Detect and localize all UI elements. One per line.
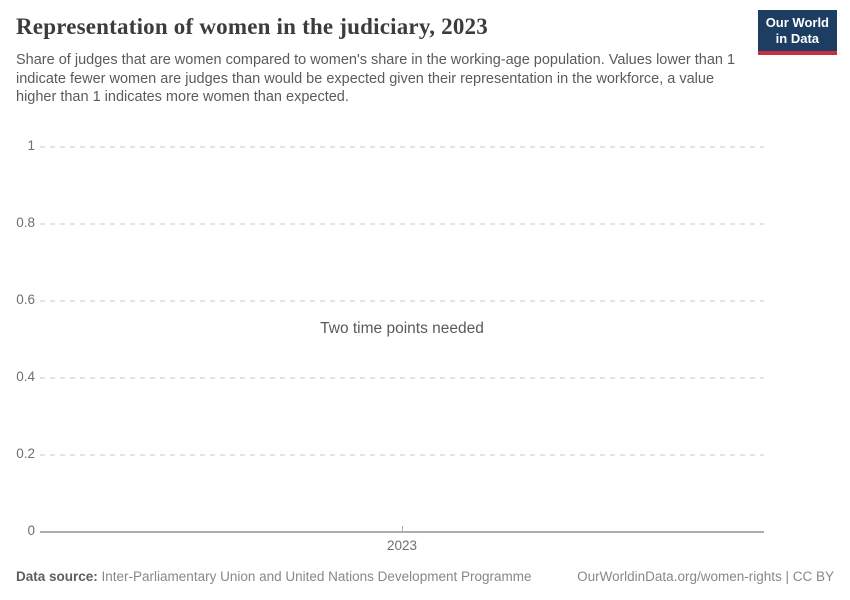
y-axis-tick-label: 0 <box>27 523 35 538</box>
y-axis-tick-label: 0.2 <box>16 446 35 461</box>
x-axis-tick-mark <box>402 526 403 531</box>
gridline <box>40 299 764 302</box>
gridline <box>40 222 764 225</box>
empty-chart-message: Two time points needed <box>320 320 484 337</box>
y-axis-tick-label: 0.6 <box>16 292 35 307</box>
owid-logo: Our World in Data <box>757 10 837 55</box>
owid-logo-line1: Our World <box>765 15 829 30</box>
gridline <box>40 376 764 379</box>
y-axis-tick-label: 1 <box>27 138 35 153</box>
data-source-label: Data source: <box>16 569 98 584</box>
y-axis-tick-label: 0.8 <box>16 215 35 230</box>
data-source-note: Data source: Inter-Parliamentary Union a… <box>16 569 531 584</box>
gridline <box>40 453 764 456</box>
data-source-value: Inter-Parliamentary Union and United Nat… <box>97 569 532 584</box>
owid-logo-line2: in Data <box>775 31 820 46</box>
attribution-link[interactable]: OurWorldinData.org/women-rights | CC BY <box>577 569 834 584</box>
page-title: Representation of women in the judiciary… <box>16 14 488 39</box>
x-axis-tick-label: 2023 <box>386 538 418 553</box>
y-axis-tick-label: 0.4 <box>16 369 35 384</box>
chart-subtitle: Share of judges that are women compared … <box>16 52 736 106</box>
x-axis-line <box>40 530 764 533</box>
gridline <box>40 145 764 148</box>
